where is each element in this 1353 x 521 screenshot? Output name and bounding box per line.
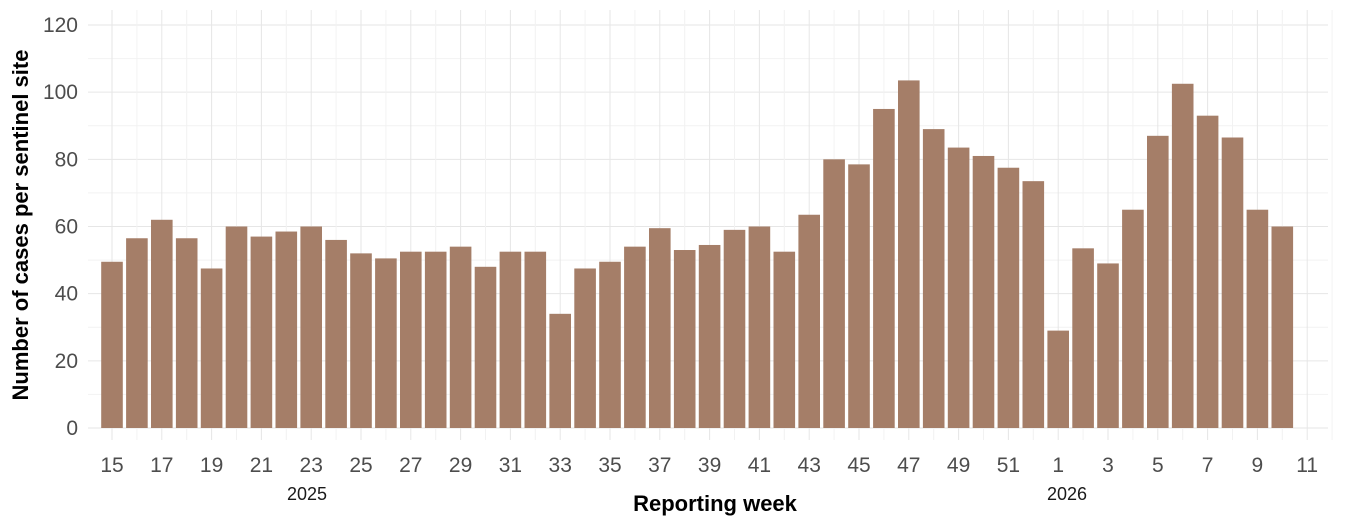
bar-week-45 — [848, 164, 870, 428]
bar-week-22 — [275, 231, 298, 428]
bar-week-9 — [1246, 209, 1269, 428]
bar-week-7 — [1196, 115, 1219, 429]
bar-week-23 — [300, 226, 322, 428]
bar-week-25 — [350, 253, 372, 428]
bar-week-43 — [798, 214, 820, 428]
bar-week-39 — [698, 244, 721, 428]
y-tick-label: 100 — [43, 81, 78, 104]
bar-week-17 — [151, 219, 173, 428]
y-tick-label: 20 — [55, 350, 78, 373]
x-tick-label: 41 — [748, 454, 771, 477]
bar-week-40 — [723, 229, 746, 428]
y-tick-label: 80 — [55, 148, 78, 171]
year-label-2025: 2025 — [287, 484, 327, 504]
bar-week-37 — [649, 228, 671, 428]
x-tick-label: 9 — [1252, 454, 1264, 477]
bar-week-1 — [1047, 330, 1069, 428]
x-tick-label: 31 — [499, 454, 522, 477]
bar-week-26 — [375, 258, 397, 428]
bar-week-38 — [673, 250, 696, 428]
y-tick-label: 0 — [66, 417, 78, 440]
bar-week-49 — [947, 147, 970, 428]
bar-week-15 — [101, 261, 123, 428]
bar-week-27 — [400, 251, 422, 428]
bar-week-20 — [225, 226, 248, 428]
bar-week-44 — [823, 159, 845, 428]
y-tick-label: 120 — [43, 14, 78, 37]
bar-week-2 — [1072, 248, 1094, 428]
bar-week-10 — [1271, 226, 1294, 428]
bar-week-8 — [1221, 137, 1244, 428]
x-tick-label: 47 — [897, 454, 920, 477]
bar-week-4 — [1122, 209, 1144, 428]
x-tick-label: 15 — [100, 454, 123, 477]
x-tick-label: 23 — [300, 454, 323, 477]
year-labels: 2025 2026 — [287, 484, 1087, 504]
bar-week-42 — [773, 251, 796, 428]
year-label-2026: 2026 — [1047, 484, 1087, 504]
x-tick-label: 3 — [1102, 454, 1114, 477]
x-tick-label: 37 — [648, 454, 671, 477]
x-tick-label: 5 — [1152, 454, 1164, 477]
x-tick-label: 35 — [598, 454, 621, 477]
x-tick-label: 25 — [349, 454, 372, 477]
x-tick-label: 29 — [449, 454, 472, 477]
bar-week-19 — [200, 268, 223, 428]
y-tick-label: 60 — [55, 216, 78, 239]
x-tick-label: 45 — [847, 454, 870, 477]
x-tick-label: 11 — [1296, 454, 1318, 477]
bar-week-50 — [972, 155, 995, 428]
bar-week-52 — [1022, 181, 1045, 428]
x-axis-ticks: 15 17 19 21 23 25 27 29 31 33 35 37 39 41 43 45 47 49 51 1 3… — [100, 454, 1318, 477]
bar-week-34 — [574, 268, 596, 428]
bar-week-35 — [599, 261, 621, 428]
bar-week-21 — [250, 236, 273, 428]
x-tick-label: 39 — [698, 454, 721, 477]
x-tick-label: 49 — [947, 454, 970, 477]
bar-week-16 — [126, 238, 148, 428]
bar-week-51 — [997, 167, 1020, 429]
x-axis-title: Reporting week — [633, 491, 798, 516]
bar-week-18 — [175, 238, 198, 428]
bar-week-47 — [898, 80, 920, 428]
x-tick-label: 1 — [1052, 454, 1064, 477]
x-tick-label: 17 — [150, 454, 173, 477]
bar-week-33 — [549, 313, 571, 428]
x-tick-label: 7 — [1202, 454, 1214, 477]
bar-week-29 — [449, 246, 472, 428]
x-tick-label: 21 — [250, 454, 273, 477]
y-axis-ticks: 0 20 40 60 80 100 120 — [43, 14, 78, 440]
bar-week-24 — [325, 239, 347, 428]
x-tick-label: 19 — [200, 454, 223, 477]
bar-week-6 — [1171, 83, 1194, 429]
bar-week-31 — [499, 251, 522, 428]
y-tick-label: 40 — [55, 283, 78, 306]
bar-week-3 — [1097, 263, 1119, 428]
bar-week-46 — [873, 108, 895, 429]
bar-week-28 — [424, 251, 447, 428]
bars — [101, 80, 1294, 429]
bar-week-36 — [624, 246, 646, 428]
bar-week-48 — [922, 129, 945, 429]
bar-week-41 — [748, 226, 771, 428]
bar-week-30 — [474, 266, 497, 428]
y-axis-title: Number of cases per sentinel site — [8, 50, 33, 401]
bar-week-32 — [524, 251, 547, 428]
x-tick-label: 27 — [399, 454, 422, 477]
bar-week-5 — [1147, 135, 1169, 428]
x-tick-label: 51 — [997, 454, 1020, 477]
x-tick-label: 43 — [798, 454, 821, 477]
x-tick-label: 33 — [549, 454, 572, 477]
